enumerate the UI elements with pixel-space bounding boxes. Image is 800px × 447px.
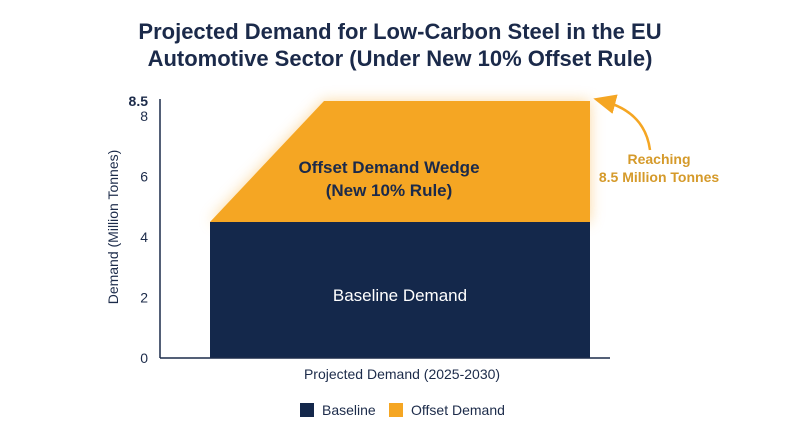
- legend-label-offset: Offset Demand: [411, 402, 505, 418]
- callout-label-line-2: 8.5 Million Tonnes: [599, 169, 720, 185]
- baseline-label: Baseline Demand: [333, 286, 467, 305]
- y-tick-label: 2: [140, 290, 148, 306]
- chart-title-line-1: Projected Demand for Low-Carbon Steel in…: [138, 19, 662, 44]
- wedge-label-line-2: (New 10% Rule): [326, 181, 453, 200]
- wedge-label-line-1: Offset Demand Wedge: [298, 158, 479, 177]
- y-tick-label: 6: [140, 169, 148, 185]
- legend: Baseline Offset Demand: [300, 402, 505, 418]
- legend-swatch-offset: [389, 403, 403, 417]
- offset-demand-area: [210, 101, 590, 222]
- chart-areas: [210, 101, 590, 358]
- y-tick-label: 0: [140, 350, 148, 366]
- baseline-area: [210, 221, 590, 358]
- callout-arrow: [593, 94, 652, 151]
- y-axis-label: Demand (Million Tonnes): [105, 150, 121, 305]
- y-tick-label: 8.5: [129, 93, 149, 109]
- y-tick-label: 4: [140, 229, 148, 245]
- x-axis-label: Projected Demand (2025-2030): [304, 366, 500, 382]
- callout-label-line-1: Reaching: [627, 151, 690, 167]
- y-tick-label: 8: [140, 108, 148, 124]
- chart-title-line-2: Automotive Sector (Under New 10% Offset …: [147, 46, 653, 71]
- legend-swatch-baseline: [300, 403, 314, 417]
- legend-label-baseline: Baseline: [322, 402, 376, 418]
- y-tick-labels: 0 2 4 6 88.5: [129, 93, 149, 366]
